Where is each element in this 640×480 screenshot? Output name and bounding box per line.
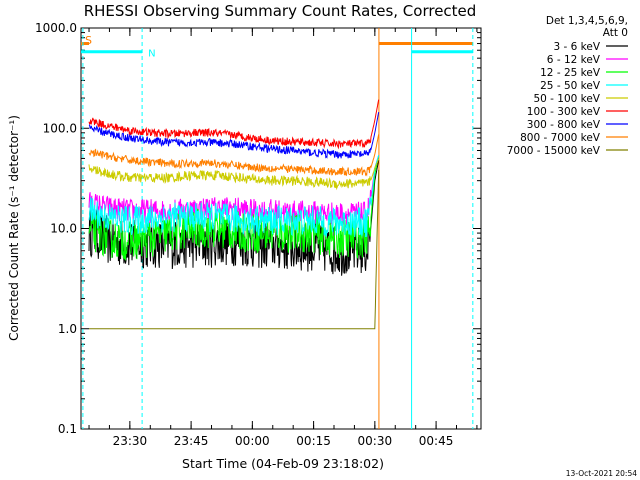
series-line	[88, 155, 380, 261]
series-line	[89, 169, 380, 330]
series-line	[88, 99, 380, 150]
y-tick-label: 100.0	[43, 121, 77, 135]
y-tick-label: 1.0	[58, 322, 77, 336]
footer-timestamp: 13-Oct-2021 20:54	[566, 469, 637, 478]
legend-label: 25 - 50 keV	[540, 80, 601, 92]
legend-label: 6 - 12 keV	[547, 54, 601, 66]
saa-flag-label: S	[85, 34, 92, 47]
x-tick-label: 00:45	[419, 434, 454, 448]
legend-label: 3 - 6 keV	[553, 41, 600, 53]
x-axis-label: Start Time (04-Feb-09 23:18:02)	[182, 456, 384, 471]
x-tick-label: 23:30	[113, 434, 148, 448]
legend-label: 800 - 7000 keV	[520, 132, 601, 144]
x-tick-label: 00:15	[296, 434, 331, 448]
legend-label: 300 - 800 keV	[527, 119, 601, 131]
night-flag-label: N	[148, 49, 155, 60]
x-tick-label: 00:00	[235, 434, 270, 448]
series-line	[88, 134, 380, 177]
plot-area: 0.1 1.0 10.0 100.0 1000.0 23:30 23:45 00:00 00:1…	[35, 21, 482, 448]
x-tick-label: 23:45	[174, 434, 209, 448]
legend-label: 7000 - 15000 keV	[507, 145, 601, 157]
chart-title: RHESSI Observing Summary Count Rates, Co…	[84, 2, 477, 20]
series-line	[88, 158, 380, 191]
y-axis-label: Corrected Count Rate (s⁻¹ detector⁻¹)	[7, 115, 21, 341]
legend-label: 12 - 25 keV	[540, 67, 601, 79]
x-tick-label: 00:30	[358, 434, 393, 448]
legend-label: 100 - 300 keV	[527, 106, 601, 118]
y-tick-label: 1000.0	[35, 21, 77, 35]
series-line	[88, 111, 380, 159]
legend-header: Det 1,3,4,5,6,9,	[546, 15, 628, 27]
legend-label: 50 - 100 keV	[533, 93, 600, 105]
y-tick-label: 10.0	[50, 222, 77, 236]
y-tick-label: 0.1	[58, 422, 77, 436]
legend-header-att: Att 0	[603, 27, 628, 39]
series-line	[88, 155, 380, 238]
